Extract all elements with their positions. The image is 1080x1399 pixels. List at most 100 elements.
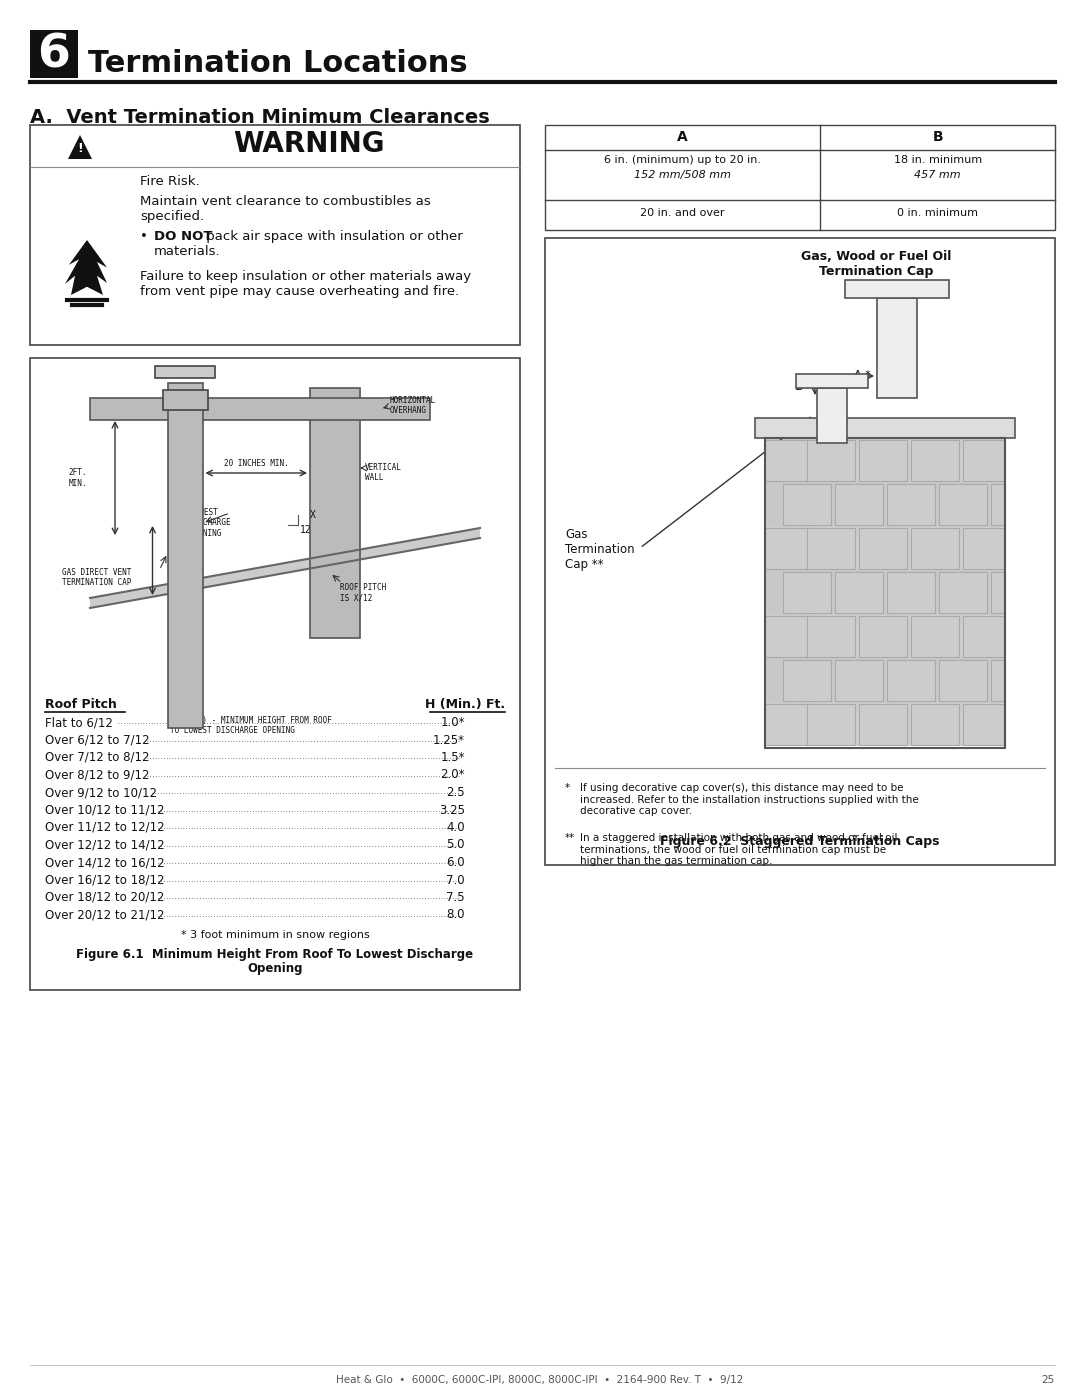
Bar	[963, 616, 1005, 658]
Text: 18 in. minimum: 18 in. minimum	[893, 155, 982, 165]
Text: 8.0: 8.0	[446, 908, 465, 922]
Bar	[765, 616, 813, 658]
Bar	[991, 660, 1005, 701]
Bar	[835, 484, 883, 525]
Bar	[783, 660, 831, 701]
Bar	[912, 527, 959, 569]
Bar	[765, 438, 1005, 748]
Text: 6: 6	[38, 34, 70, 78]
Bar	[991, 572, 1005, 613]
Bar	[545, 238, 1055, 865]
Text: pack air space with insulation or other: pack air space with insulation or other	[202, 229, 462, 243]
Text: 5.0: 5.0	[446, 838, 465, 852]
Bar	[859, 441, 907, 481]
Text: 25: 25	[1042, 1375, 1055, 1385]
Text: X: X	[310, 511, 315, 520]
Bar	[310, 388, 360, 638]
Text: 0 in. minimum: 0 in. minimum	[897, 208, 978, 218]
Bar	[859, 704, 907, 746]
Polygon shape	[90, 527, 480, 609]
Text: Gas
Termination
Cap **: Gas Termination Cap **	[565, 527, 635, 571]
Text: 2.5: 2.5	[446, 786, 465, 799]
Bar	[807, 441, 855, 481]
Text: Over 10/12 to 11/12: Over 10/12 to 11/12	[45, 803, 164, 817]
Text: LOWEST
DISCHARGE
OPENING: LOWEST DISCHARGE OPENING	[190, 508, 231, 537]
Text: 6.0: 6.0	[446, 856, 465, 869]
Bar	[912, 616, 959, 658]
Bar	[765, 526, 1005, 569]
Text: A *: A *	[853, 369, 870, 381]
Text: Over 12/12 to 14/12: Over 12/12 to 14/12	[45, 838, 164, 852]
Bar	[30, 358, 519, 990]
Text: Over 20/12 to 21/12: Over 20/12 to 21/12	[45, 908, 164, 922]
Bar	[783, 484, 831, 525]
Text: *: *	[565, 783, 570, 793]
Text: 152 mm/508 mm: 152 mm/508 mm	[634, 171, 731, 180]
Bar	[859, 616, 907, 658]
Text: In a staggered installation with both gas and wood or fuel oil
terminations, the: In a staggered installation with both ga…	[580, 832, 897, 866]
Bar	[939, 660, 987, 701]
Text: Failure to keep insulation or other materials away: Failure to keep insulation or other mate…	[140, 270, 471, 283]
Bar	[887, 660, 935, 701]
Bar	[963, 441, 1005, 481]
Text: 12: 12	[300, 525, 312, 534]
Text: Figure 6.2  Staggered Termination Caps: Figure 6.2 Staggered Termination Caps	[660, 835, 940, 848]
Text: GAS DIRECT VENT
TERMINATION CAP: GAS DIRECT VENT TERMINATION CAP	[62, 568, 132, 588]
Bar	[859, 527, 907, 569]
Text: **: **	[565, 832, 576, 844]
Text: H (Min.) Ft.: H (Min.) Ft.	[424, 698, 505, 711]
Bar	[156, 367, 215, 378]
Bar	[765, 527, 813, 569]
Polygon shape	[65, 241, 107, 295]
Bar	[835, 572, 883, 613]
Text: 7.5: 7.5	[446, 891, 465, 904]
Bar	[765, 483, 1005, 526]
Text: Figure 6.1  Minimum Height From Roof To Lowest Discharge: Figure 6.1 Minimum Height From Roof To L…	[77, 949, 473, 961]
Text: 20 in. and over: 20 in. and over	[640, 208, 725, 218]
Bar	[963, 527, 1005, 569]
Text: 2FT.
MIN.: 2FT. MIN.	[68, 469, 87, 488]
Bar	[162, 390, 207, 410]
Text: 1.0*: 1.0*	[441, 716, 465, 729]
Text: Over 7/12 to 8/12: Over 7/12 to 8/12	[45, 751, 149, 764]
Text: 4.0: 4.0	[446, 821, 465, 834]
Text: Termination Locations: Termination Locations	[87, 49, 468, 78]
Text: Over 16/12 to 18/12: Over 16/12 to 18/12	[45, 873, 164, 887]
Bar	[30, 125, 519, 346]
Polygon shape	[68, 134, 92, 159]
Text: 457 mm: 457 mm	[915, 171, 961, 180]
Bar	[807, 527, 855, 569]
Bar	[807, 704, 855, 746]
Text: Over 11/12 to 12/12: Over 11/12 to 12/12	[45, 821, 164, 834]
Text: B: B	[932, 130, 943, 144]
Bar	[912, 704, 959, 746]
Text: from vent pipe may cause overheating and fire.: from vent pipe may cause overheating and…	[140, 285, 459, 298]
Text: materials.: materials.	[154, 245, 220, 257]
Bar	[912, 441, 959, 481]
Bar	[807, 616, 855, 658]
Text: Fire Risk.: Fire Risk.	[140, 175, 200, 187]
Bar	[167, 383, 203, 727]
Text: H (MIN.) - MINIMUM HEIGHT FROM ROOF
TO LOWEST DISCHARGE OPENING: H (MIN.) - MINIMUM HEIGHT FROM ROOF TO L…	[170, 716, 332, 736]
Text: HORIZONTAL
OVERHANG: HORIZONTAL OVERHANG	[390, 396, 436, 416]
Bar	[765, 702, 1005, 746]
Bar	[545, 125, 1055, 229]
Text: ROOF PITCH
IS X/12: ROOF PITCH IS X/12	[340, 583, 387, 603]
Text: If using decorative cap cover(s), this distance may need to be
increased. Refer : If using decorative cap cover(s), this d…	[580, 783, 919, 816]
Bar	[835, 660, 883, 701]
Text: 1.5*: 1.5*	[441, 751, 465, 764]
Text: 6 in. (minimum) up to 20 in.: 6 in. (minimum) up to 20 in.	[604, 155, 761, 165]
Text: B: B	[795, 379, 804, 393]
Text: WARNING: WARNING	[233, 130, 386, 158]
Text: 20 INCHES MIN.: 20 INCHES MIN.	[224, 459, 288, 469]
Bar	[991, 484, 1005, 525]
Text: 2.0*: 2.0*	[441, 768, 465, 782]
Bar	[765, 569, 1005, 614]
Bar	[877, 298, 917, 397]
Text: Over 8/12 to 9/12: Over 8/12 to 9/12	[45, 768, 149, 782]
Bar	[783, 572, 831, 613]
Bar	[765, 658, 1005, 702]
Bar	[887, 484, 935, 525]
Text: A: A	[677, 130, 688, 144]
Text: Gas, Wood or Fuel Oil
Termination Cap: Gas, Wood or Fuel Oil Termination Cap	[801, 250, 951, 278]
